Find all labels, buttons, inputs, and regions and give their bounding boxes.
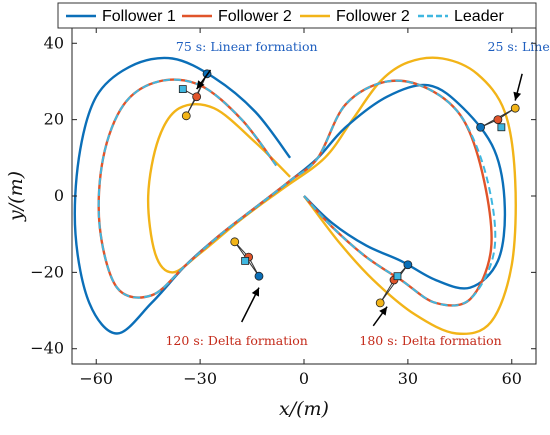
marker-leader-1: [497, 123, 506, 132]
formation-label-2: 120 s: Delta formation: [165, 333, 307, 348]
arrow-head-0: [196, 80, 205, 90]
y-tick-label: 40: [44, 33, 64, 52]
arrow-head-1: [513, 91, 522, 101]
x-tick-label: −60: [79, 369, 113, 388]
legend-label-follower2a: Follower 2: [218, 8, 292, 25]
arrow-head-3: [379, 306, 388, 316]
marker-follower2a-0: [192, 92, 202, 102]
legend-label-leader: Leader: [454, 8, 504, 25]
annotation-layer: 75 s: Linear formation 25 s: Linear forma…: [165, 39, 550, 348]
legend-label-follower2b: Follower 2: [336, 8, 410, 25]
formation-label-3: 180 s: Delta formation: [359, 333, 501, 348]
marker-follower2b-1: [510, 103, 520, 113]
series-line-follower2b: [146, 56, 517, 336]
y-tick-label: −20: [30, 262, 64, 281]
legend-box: [57, 2, 537, 29]
legend: Follower 1 Follower 2 Follower 2 Leader: [57, 2, 537, 29]
marker-follower2b-3: [375, 298, 385, 308]
y-axis-label: y/(m): [5, 171, 27, 222]
marker-leader-3: [393, 272, 402, 281]
x-axis-label: x/(m): [279, 398, 329, 420]
marker-layer: [178, 69, 520, 308]
y-tick-label: −40: [30, 339, 64, 358]
y-tick-label: 0: [54, 186, 64, 205]
arrow-head-2: [251, 287, 259, 297]
marker-leader-0: [178, 85, 187, 93]
x-tick-label: 0: [299, 369, 309, 388]
marker-follower1-1: [476, 122, 485, 132]
x-tick-label: 60: [502, 369, 522, 388]
marker-follower2a-1: [493, 115, 503, 125]
x-tick-label: −30: [183, 369, 217, 388]
series-layer: [73, 56, 517, 336]
marker-follower2b-2: [230, 237, 240, 247]
series-line-leader: [97, 78, 497, 307]
x-tick-label: 30: [398, 369, 418, 388]
marker-leader-2: [241, 257, 250, 265]
marker-follower2b-0: [181, 111, 191, 121]
ticks-layer: −60 −30 0 30 60 −40 −20 0 20 40: [30, 28, 536, 388]
marker-follower1-3: [403, 260, 413, 270]
marker-follower1-2: [254, 271, 264, 281]
legend-label-follower1: Follower 1: [102, 8, 176, 25]
y-tick-label: 20: [44, 110, 64, 129]
formation-label-0: 75 s: Linear formation: [176, 39, 318, 54]
formation-label-1: 25 s: Linear formation: [488, 39, 550, 54]
